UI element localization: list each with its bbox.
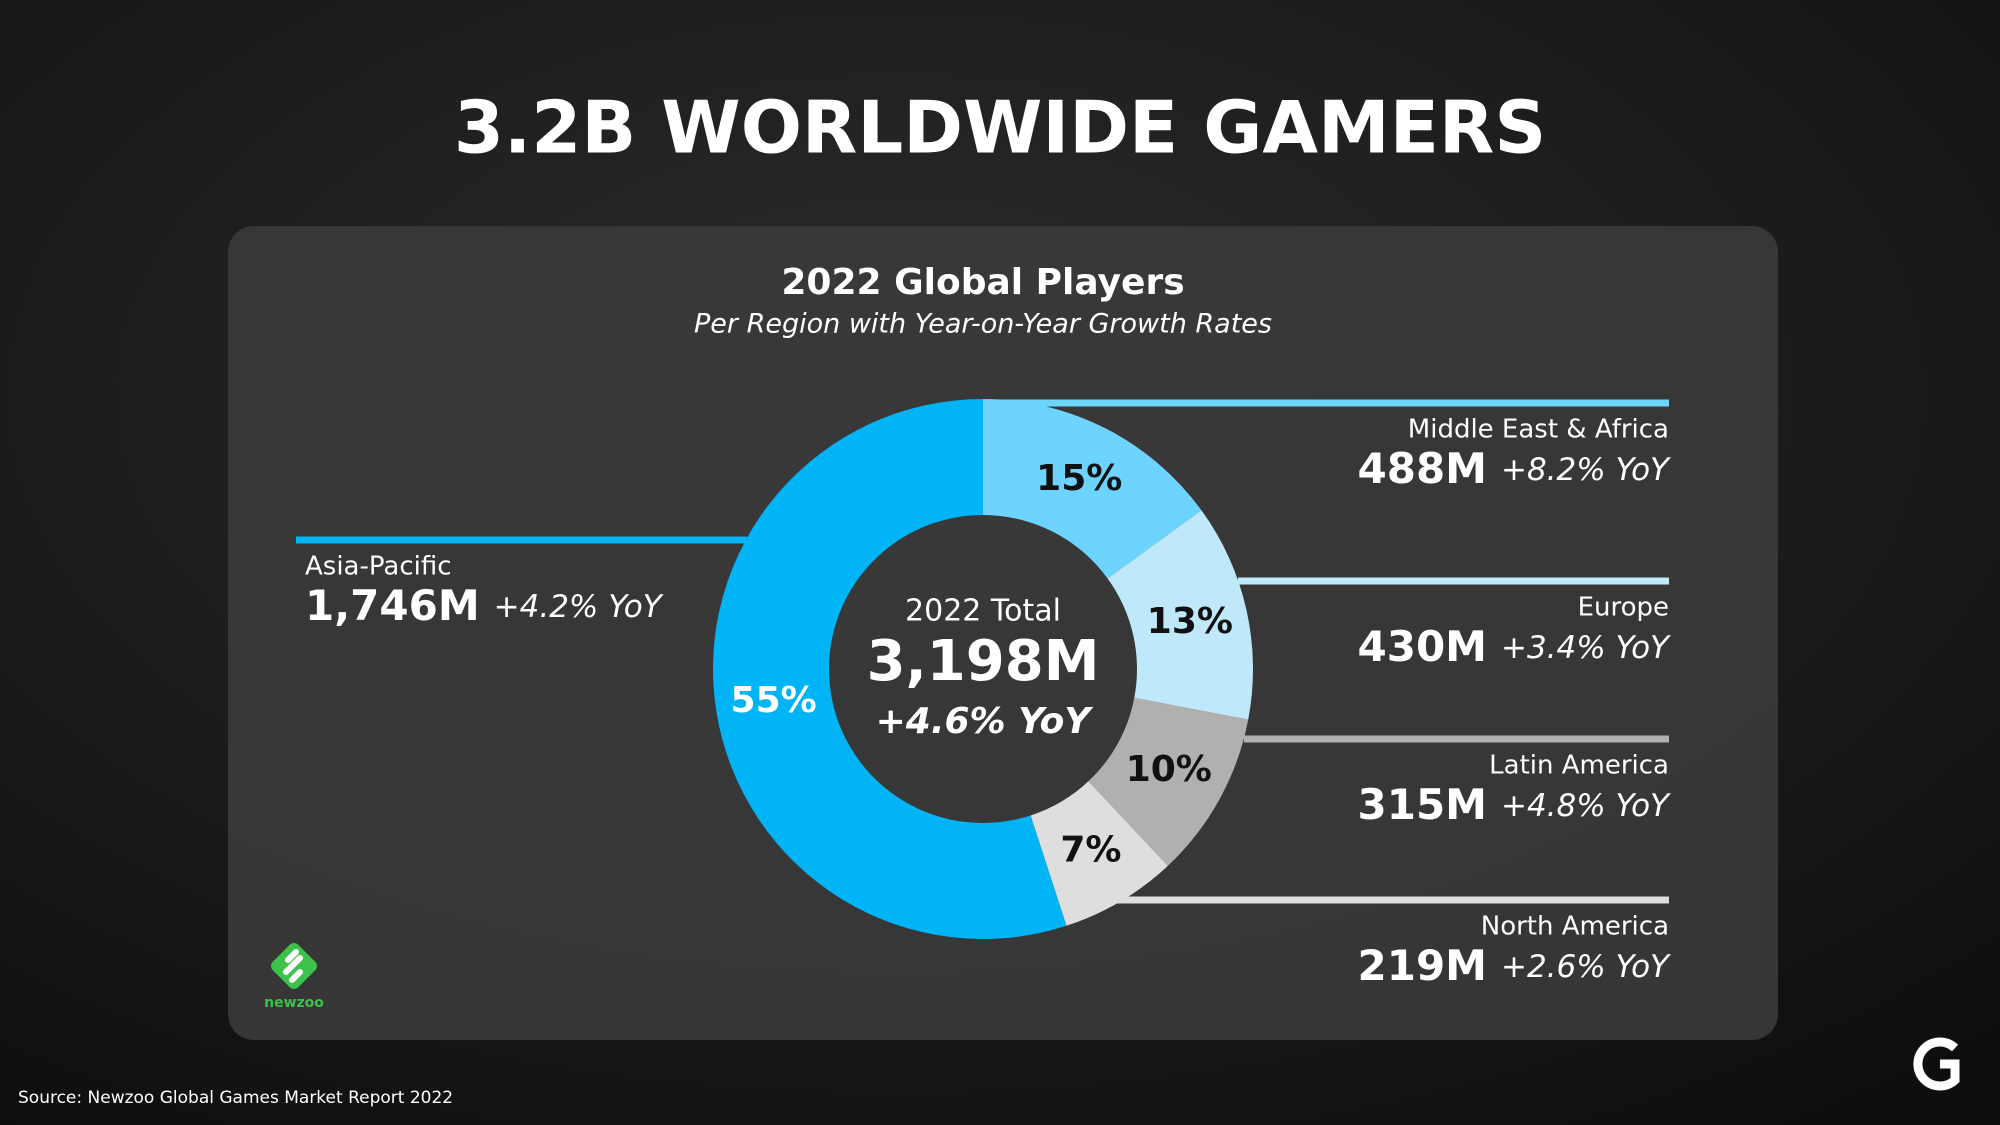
region-growth: +8.2% YoY: [1501, 452, 1671, 488]
brand-logo: [1913, 1037, 1960, 1091]
region-stats: 1,746M +4.2% YoY: [305, 581, 664, 630]
region-stats: 219M +2.6% YoY: [1358, 941, 1672, 990]
region-name: Asia-Pacific: [305, 552, 452, 582]
donut-slice: [1088, 697, 1249, 866]
logo-text: newzoo: [264, 995, 324, 1011]
slice-label: 55%: [731, 680, 817, 721]
source: Source: Newzoo Global Games Market Repor…: [18, 1088, 453, 1108]
chart-title: 2022 Global Players: [781, 262, 1184, 303]
region-stats: 430M +3.4% YoY: [1358, 622, 1672, 671]
region-stats: 315M +4.8% YoY: [1358, 780, 1672, 829]
region-name: North America: [1481, 912, 1669, 942]
donut-slice: [983, 399, 1202, 579]
region-name: Europe: [1578, 593, 1669, 623]
center-label: 2022 Total: [905, 594, 1061, 629]
donut: 15% 13% 10%7% 55%: [712, 399, 1253, 939]
slice-label: 13%: [1147, 601, 1233, 642]
center-value: 3,198M: [867, 629, 1100, 694]
slice-label: 10%: [1126, 749, 1212, 790]
region-players: 219M: [1358, 941, 1487, 990]
region-growth: +4.8% YoY: [1501, 788, 1671, 824]
donut-slice: [1030, 781, 1168, 926]
slice-label: 15%: [1036, 458, 1122, 499]
region-players: 488M: [1358, 444, 1487, 493]
region-name: Middle East & Africa: [1408, 415, 1669, 445]
region-growth: +4.2% YoY: [494, 589, 664, 625]
panel: [228, 226, 1778, 1040]
region-stats: 488M +8.2% YoY: [1358, 444, 1672, 493]
region-growth: +2.6% YoY: [1501, 949, 1671, 985]
center-growth: +4.6% YoY: [876, 701, 1095, 742]
page-title: 3.2B WORLDWIDE GAMERS: [454, 86, 1546, 170]
region-growth: +3.4% YoY: [1501, 630, 1671, 666]
slice-label: 7%: [1060, 829, 1121, 870]
donut-slice: [712, 399, 1067, 939]
newzoo-logo: newzoo: [264, 943, 324, 1011]
region-players: 315M: [1358, 780, 1487, 829]
region-name: Latin America: [1489, 751, 1669, 781]
region-players: 430M: [1358, 622, 1487, 671]
chart-subtitle: Per Region with Year-on-Year Growth Rate…: [694, 309, 1272, 340]
region-players: 1,746M: [305, 581, 480, 630]
donut-slice: [1107, 510, 1253, 720]
